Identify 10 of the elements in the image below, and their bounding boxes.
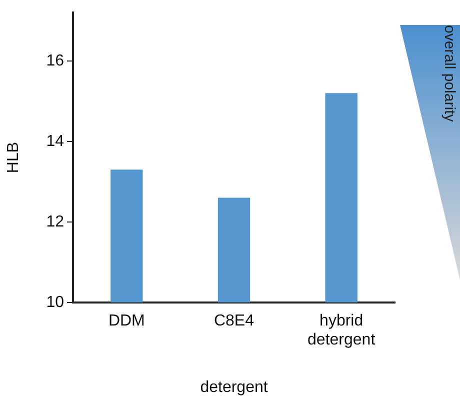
x-tick-label: C8E4 (214, 312, 254, 330)
y-tick-label: 10 (46, 294, 64, 311)
text: overall polarity (441, 25, 458, 122)
y-axis-title: HLB (5, 142, 22, 174)
x-tick-label: hybrid detergent (308, 312, 376, 349)
x-axis-title: detergent (200, 378, 268, 396)
y-tick-label: 14 (46, 132, 64, 150)
y-tick-label: 12 (46, 213, 64, 230)
x-tick-label: DDM (108, 312, 145, 330)
y-tick-label: 16 (46, 52, 64, 70)
